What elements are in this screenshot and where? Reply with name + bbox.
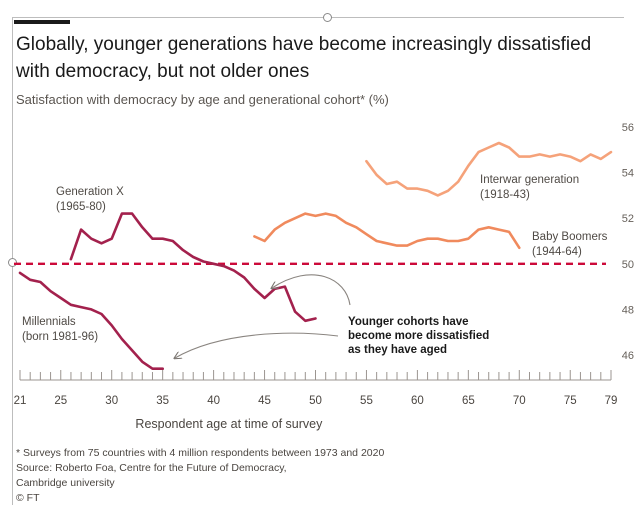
source-line: Source: Roberto Foa, Centre for the Futu… [16,462,287,474]
credit: © FT [16,492,40,504]
y-tick-label: 54 [622,168,634,180]
annotation-text: become more dissatisfied [348,330,489,342]
series-label-generation-x: Generation X [56,186,124,198]
x-tick-label: 25 [54,395,67,407]
y-tick-label: 50 [622,259,634,271]
series-label-interwar-generation: Interwar generation [480,174,579,186]
series-label-baby-boomers: (1944-64) [532,246,582,258]
x-tick-label: 45 [258,395,271,407]
x-tick-label: 30 [105,395,118,407]
resize-handle-top[interactable] [323,13,332,22]
line-chart: 46 48 50 52 54 56 21 25 30 35 40 45 50 55 60 65 70 75 79 Re… [14,122,634,431]
y-tick-label: 52 [622,213,634,225]
series-line-millennials [18,271,164,370]
ft-accent-bar [14,20,70,24]
chart-footer: * Surveys from 75 countries with 4 milli… [16,446,384,506]
annotation-text: as they have aged [348,344,447,356]
x-tick-label: 70 [513,395,526,407]
x-tick-label: 55 [360,395,373,407]
x-tick-label: 50 [309,395,322,407]
chart-subtitle: Satisfaction with democracy by age and g… [16,92,389,107]
annotation-text: Younger cohorts have [348,316,469,328]
resize-handle-left[interactable] [8,258,17,267]
chart-title: Globally, younger generations have becom… [16,34,592,82]
series-label-baby-boomers: Baby Boomers [532,231,608,243]
annotation-arrow-millennials [175,332,339,358]
series-line-baby-boomers [253,212,521,250]
y-tick-label: 56 [622,122,634,134]
series-line-generation-x [69,212,317,323]
x-tick-label: 40 [207,395,220,407]
series-label-interwar-generation: (1918-43) [480,189,530,201]
x-tick-label: 60 [411,395,424,407]
series-line-interwar-generation [365,141,613,197]
canvas-top-border [12,17,624,18]
x-tick-label: 75 [564,395,577,407]
y-tick-label: 48 [622,304,634,316]
series-label-millennials: Millennials [22,316,76,328]
x-tick-label: 79 [605,395,618,407]
x-axis-label: Respondent age at time of survey [135,417,323,431]
annotation-arrow-genx [272,274,351,306]
x-tick-label: 35 [156,395,169,407]
series-label-millennials: (born 1981-96) [22,331,98,343]
y-tick-label: 46 [622,350,634,362]
source-line-2: Cambridge university [16,477,115,489]
x-tick-label: 21 [14,395,27,407]
footnote: * Surveys from 75 countries with 4 milli… [16,447,385,459]
series-label-generation-x: (1965-80) [56,201,106,213]
x-tick-label: 65 [462,395,475,407]
